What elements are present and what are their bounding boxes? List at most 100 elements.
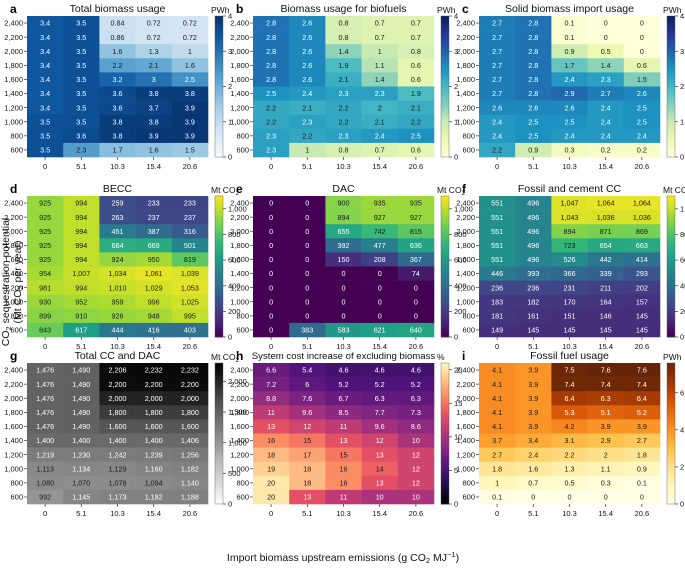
cell-value: 3.9 [185,117,195,126]
cell-value: 1,800 [109,408,127,417]
colorbar-segment [441,79,449,82]
colorbar-segment [215,269,223,272]
colorbar-segment [441,215,449,218]
cell-value: 496 [527,199,539,208]
colorbar-segment [215,292,223,295]
panel-letter: b [236,2,243,16]
cell-value: 3.6 [113,89,123,98]
colorbar-segment [441,35,449,38]
cell-value: 13 [376,450,384,459]
cell-value: 2.9 [565,89,575,98]
cell-value: 3.5 [76,103,86,112]
cell-value: 2.1 [149,61,159,70]
y-tick-label: 1,400 [230,436,249,445]
cell-value: 1,406 [181,436,199,445]
colorbar-segment [667,141,675,144]
colorbar-segment [667,408,675,411]
colorbar-segment [667,431,675,434]
colorbar-segment [667,124,675,127]
colorbar-segment [441,485,449,488]
colorbar-segment [215,136,223,139]
colorbar-segment [215,252,223,255]
cell-value: 3.5 [76,33,86,42]
colorbar-segment [441,203,449,206]
colorbar-segment [441,271,449,274]
cell-value: 316 [184,227,196,236]
cell-value: 1,400 [72,436,90,445]
y-tick-label: 2,400 [4,366,23,375]
panel-letter: c [462,2,469,16]
y-tick-label: 1,600 [456,75,475,84]
colorbar-segment [215,143,223,146]
cell-value: 2,000 [181,394,199,403]
colorbar-segment [215,450,223,453]
cell-value: 1.1 [601,464,611,473]
y-tick-label: 2,200 [230,380,249,389]
cell-value: 2.6 [302,33,312,42]
cell-value: 170 [564,297,576,306]
colorbar-segment [667,466,675,469]
cell-value: 4.1 [492,380,502,389]
y-tick-label: 2,200 [4,33,23,42]
panel-letter: a [10,2,17,16]
colorbar-segment [667,44,675,47]
cell-value: 3.7 [492,436,502,445]
colorbar-segment [667,490,675,493]
cell-value: 3.8 [113,117,123,126]
cell-value: 3.8 [149,117,159,126]
colorbar-segment [667,101,675,104]
colorbar-segment [441,117,449,120]
cell-value: 2.6 [492,103,502,112]
colorbar-segment [667,18,675,21]
colorbar-segment [667,419,675,422]
cell-value: 0 [269,311,273,320]
x-tick-label: 20.6 [183,162,198,171]
colorbar-segment [215,65,223,68]
x-tick-label: 15.4 [372,342,387,351]
colorbar-segment [215,112,223,115]
colorbar-segment [215,372,223,375]
cell-value: 2.6 [302,61,312,70]
cell-value: 7.4 [565,380,575,389]
colorbar-segment [667,492,675,495]
y-tick-label: 800 [236,478,249,487]
cell-value: 444 [112,326,124,335]
cell-value: 925 [39,227,51,236]
x-tick-label: 5.1 [302,162,312,171]
colorbar-segment [441,224,449,227]
colorbar-segment [215,257,223,260]
cell-value: 869 [636,227,648,236]
cell-value: 1,800 [145,408,163,417]
cell-value: 6.3 [411,394,421,403]
colorbar-segment [441,148,449,151]
y-tick-label: 1,200 [456,450,475,459]
cell-value: 6 [305,380,309,389]
colorbar-segment [441,481,449,484]
y-tick-label: 2,000 [230,47,249,56]
colorbar-segment [215,215,223,218]
cell-value: 1.9 [411,89,421,98]
cell-value: 1,113 [36,464,53,473]
y-tick-label: 1,800 [230,61,249,70]
colorbar-unit: PWh [437,5,456,15]
cell-value: 2.4 [492,117,502,126]
cell-value: 899 [39,311,51,320]
colorbar-segment [667,47,675,50]
colorbar-segment [215,201,223,204]
cell-value: 4.1 [492,394,502,403]
colorbar-segment [667,245,675,248]
cell-value: 924 [112,255,124,264]
colorbar-segment [441,462,449,465]
cell-value: 16 [340,464,348,473]
colorbar-segment [215,236,223,239]
colorbar-segment [441,434,449,437]
cell-value: 2.8 [528,19,538,28]
colorbar-segment [441,323,449,326]
cell-value: 2.2 [266,117,276,126]
cell-value: 2.7 [601,89,611,98]
colorbar-segment [667,321,675,324]
colorbar-segment [441,112,449,115]
colorbar-segment [441,306,449,309]
cell-value: 959 [112,297,124,306]
cell-value: 994 [75,283,87,292]
